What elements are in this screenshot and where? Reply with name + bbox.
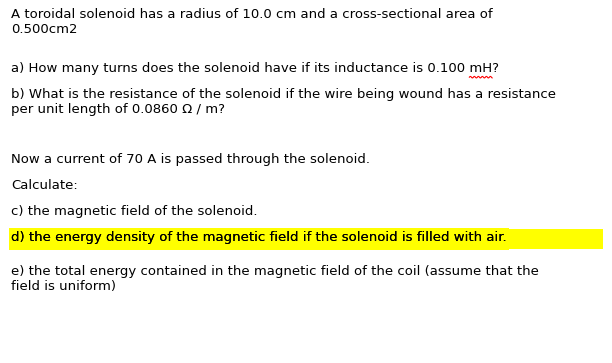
Text: e) the total energy contained in the magnetic field of the coil (assume that the: e) the total energy contained in the mag… xyxy=(11,265,539,293)
Text: Now a current of 70 A is passed through the solenoid.: Now a current of 70 A is passed through … xyxy=(11,153,370,166)
Text: A toroidal solenoid has a radius of 10.0 cm and a cross-sectional area of
0.500c: A toroidal solenoid has a radius of 10.0… xyxy=(11,8,493,36)
Text: d) the energy density of the magnetic field if the solenoid is filled with air.: d) the energy density of the magnetic fi… xyxy=(11,231,507,244)
Text: c) the magnetic field of the solenoid.: c) the magnetic field of the solenoid. xyxy=(11,205,258,218)
Text: a) How many turns does the solenoid have if its inductance is 0.100 mH?: a) How many turns does the solenoid have… xyxy=(11,62,499,75)
Text: Calculate:: Calculate: xyxy=(11,179,78,192)
FancyBboxPatch shape xyxy=(9,228,509,250)
Text: d) the energy density of the magnetic field if the solenoid is filled with air.: d) the energy density of the magnetic fi… xyxy=(11,231,507,244)
FancyBboxPatch shape xyxy=(9,229,603,249)
Text: b) What is the resistance of the solenoid if the wire being wound has a resistan: b) What is the resistance of the solenoi… xyxy=(11,88,556,116)
